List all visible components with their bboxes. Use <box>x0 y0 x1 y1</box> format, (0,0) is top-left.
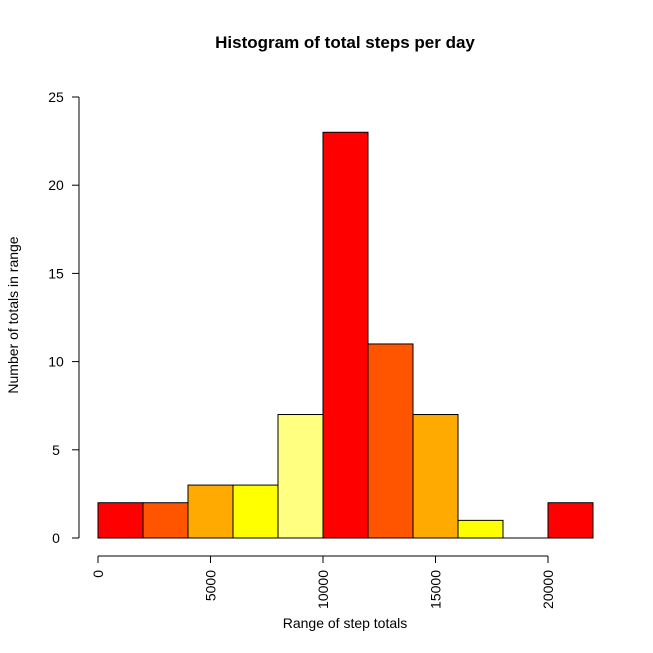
histogram-bar <box>547 502 594 539</box>
y-tick-label: 0 <box>52 530 60 546</box>
y-tick-label: 15 <box>48 265 64 281</box>
y-tick-label: 5 <box>52 442 60 458</box>
y-tick-label: 10 <box>48 354 64 370</box>
histogram-bar <box>142 502 189 539</box>
histogram-bar <box>232 484 279 539</box>
chart-title: Histogram of total steps per day <box>215 33 475 52</box>
x-axis-label: Range of step totals <box>283 615 408 631</box>
x-axis: 0 5000 10000 15000 20000 <box>90 555 556 609</box>
x-tick-label: 0 <box>90 570 106 578</box>
x-tick-label: 20000 <box>540 570 556 609</box>
y-axis: 0 5 10 15 20 25 <box>48 89 80 546</box>
histogram-bar <box>457 519 504 539</box>
y-axis-label: Number of totals in range <box>5 236 21 393</box>
y-tick-label: 20 <box>48 177 64 193</box>
histogram-bar <box>277 414 324 539</box>
histogram-bar <box>412 414 459 539</box>
x-tick-label: 10000 <box>315 570 331 609</box>
histogram-bar <box>97 502 144 539</box>
y-tick-label: 25 <box>48 89 64 105</box>
x-tick-label: 15000 <box>428 570 444 609</box>
histogram-bar <box>367 343 414 539</box>
x-tick-label: 5000 <box>203 570 219 601</box>
bars-group <box>97 131 594 539</box>
histogram-bar <box>322 131 369 539</box>
histogram-bar <box>187 484 234 539</box>
